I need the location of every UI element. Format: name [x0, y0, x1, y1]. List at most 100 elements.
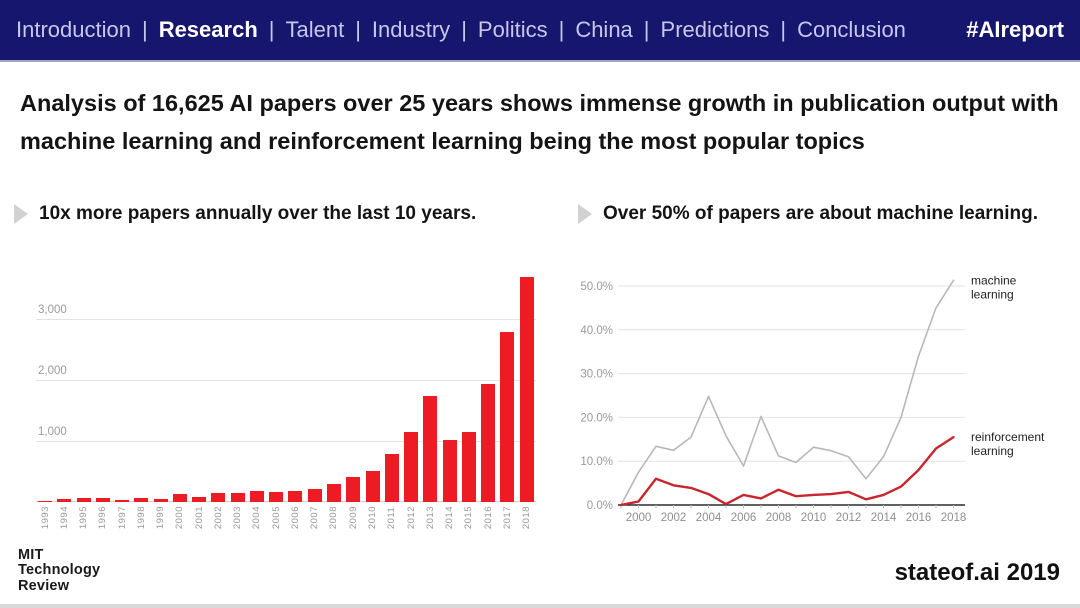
nav-item-introduction[interactable]: Introduction: [16, 17, 131, 42]
bar-chart-xtick: 2015: [462, 506, 476, 529]
line-chart-xtick-label: 2014: [871, 512, 897, 524]
line-chart-xtick-label: 2012: [836, 512, 862, 524]
bar-chart-xtick: 2001: [192, 506, 206, 529]
bar-2007: [307, 489, 322, 502]
bar-chart-xtick: 1996: [96, 506, 110, 529]
bar-2004: [249, 490, 264, 502]
line-chart-xtick-label: 2008: [766, 512, 792, 524]
bar-1997: [115, 499, 130, 502]
bar-chart-gridline: [36, 379, 536, 381]
bar-chart-xtick: 2013: [423, 506, 437, 529]
bar-2012: [404, 431, 419, 502]
line-chart-xtick-label: 2002: [661, 512, 687, 524]
bar-chart-xtick-label: 2005: [270, 506, 282, 530]
topic-share-line-chart: 0.0% 10.0% 20.0% 30.0% 40.0% 50.0% 2000 2002 200…: [575, 262, 1080, 542]
bar-chart-plot: 1,000 2,000 3,000: [36, 266, 536, 502]
line-chart-xtick-label: 2010: [801, 512, 827, 524]
left-bullet-row: 10x more papers annually over the last 1…: [14, 203, 476, 225]
nav-separator: |: [780, 17, 787, 42]
bar-chart-xtick: 2016: [481, 506, 495, 529]
bar-chart-xtick: 2014: [443, 506, 457, 529]
bar-2013: [423, 396, 438, 502]
line-chart-ytick-label: 50.0%: [580, 281, 613, 293]
bar-2015: [461, 432, 476, 502]
bar-2003: [230, 492, 245, 502]
logo-line: Review: [18, 577, 70, 594]
bar-chart-bars: [36, 266, 536, 502]
bar-chart-xtick-label: 2017: [501, 506, 513, 530]
line-chart-ytick-label: 20.0%: [580, 412, 613, 424]
series-line-reinforcement-learning: [619, 435, 955, 507]
nav-item-politics[interactable]: Politics: [477, 17, 548, 42]
bar-chart-xtick: 2002: [211, 506, 225, 529]
line-chart-svg: 0.0% 10.0% 20.0% 30.0% 40.0% 50.0% 2000 2002 200…: [580, 273, 1045, 524]
nav-item-research[interactable]: Research: [158, 17, 258, 42]
line-chart-ytick-label: 40.0%: [580, 325, 613, 337]
bar-chart-xtick-label: 1998: [135, 506, 147, 530]
nav-separator: |: [268, 17, 275, 42]
bar-1994: [57, 499, 72, 502]
navbar: Introduction | Research | Talent | Industry | Po…: [0, 0, 1080, 62]
bar-chart-xtick-label: 2013: [424, 506, 436, 530]
papers-per-year-bar-chart: 1,000 2,000 3,000 1993 1994 1995 1996 1997 1998…: [36, 266, 536, 538]
line-chart-ytick-label: 0.0%: [587, 500, 613, 512]
bar-chart-xtick: 1995: [77, 506, 91, 529]
bar-chart-xtick-label: 2016: [482, 506, 494, 530]
bar-1995: [76, 497, 91, 502]
bar-chart-ytick-label: 1,000: [38, 425, 67, 438]
bar-2014: [442, 439, 457, 502]
logo-line: Technology: [18, 562, 101, 579]
bar-chart-xtick: 2003: [231, 506, 245, 529]
bar-chart-xlabels: 1993 1994 1995 1996 1997 1998 1999 2000 2001 2002…: [36, 506, 536, 529]
bar-chart-xtick: 2011: [385, 506, 399, 529]
bar-2017: [500, 331, 515, 502]
bar-chart-xtick-label: 1995: [78, 506, 90, 530]
bar-2002: [211, 493, 226, 502]
line-chart-xtick-label: 2016: [906, 512, 932, 524]
bar-chart-xtick: 1999: [154, 506, 168, 529]
bar-chart-xtick-label: 2018: [521, 506, 533, 530]
bar-chart-xtick: 2004: [250, 506, 264, 529]
bar-chart-xtick-label: 2009: [347, 506, 359, 530]
hashtag-label: #AIreport: [966, 17, 1064, 42]
bar-chart-xtick-label: 1996: [97, 506, 109, 530]
bar-2008: [326, 484, 341, 502]
nav-item-industry[interactable]: Industry: [371, 17, 451, 42]
triangle-bullet-icon: [578, 204, 592, 224]
nav-item-predictions[interactable]: Predictions: [660, 17, 770, 42]
right-bullet-row: Over 50% of papers are about machine lea…: [578, 203, 1038, 225]
bar-2009: [346, 477, 361, 502]
nav-item-talent[interactable]: Talent: [285, 17, 345, 42]
series-label-reinforcement-learning: reinforcement learning: [971, 430, 1045, 458]
bar-chart-xtick-label: 1997: [116, 506, 128, 530]
bar-2016: [481, 384, 496, 502]
bar-chart-xtick-label: 1993: [39, 506, 51, 530]
bar-chart-xtick-label: 2015: [463, 506, 475, 530]
bar-chart-xtick-label: 1994: [58, 506, 70, 530]
bar-chart-xtick: 2018: [520, 506, 534, 529]
bar-chart-xtick-label: 2011: [386, 506, 398, 530]
bar-chart-xtick: 2000: [173, 506, 187, 529]
bar-chart-xtick: 1994: [57, 506, 71, 529]
nav-item-conclusion[interactable]: Conclusion: [797, 17, 906, 42]
bar-chart-gridline: [36, 440, 536, 442]
bar-2018: [519, 276, 534, 502]
bar-chart-xtick-label: 2008: [328, 506, 340, 530]
stateof-ai-branding: stateof.ai 2019: [894, 559, 1060, 586]
triangle-bullet-icon: [14, 204, 28, 224]
bar-1998: [134, 498, 149, 502]
bar-chart-xtick: 1998: [134, 506, 148, 529]
page-title: Analysis of 16,625 AI papers over 25 yea…: [20, 90, 1059, 155]
bar-chart-xtick-label: 1999: [155, 506, 167, 530]
bar-chart-xtick: 2012: [404, 506, 418, 529]
line-chart-ytick-label: 10.0%: [580, 456, 613, 468]
bar-chart-xtick: 1993: [38, 506, 52, 529]
nav-item-china[interactable]: China: [575, 17, 633, 42]
nav-separator: |: [141, 17, 148, 42]
bar-2006: [288, 491, 303, 502]
line-chart-ytick-label: 30.0%: [580, 369, 613, 381]
nav-separator: |: [558, 17, 565, 42]
bar-chart-xtick-label: 2010: [367, 506, 379, 530]
bar-1993: [38, 501, 52, 502]
